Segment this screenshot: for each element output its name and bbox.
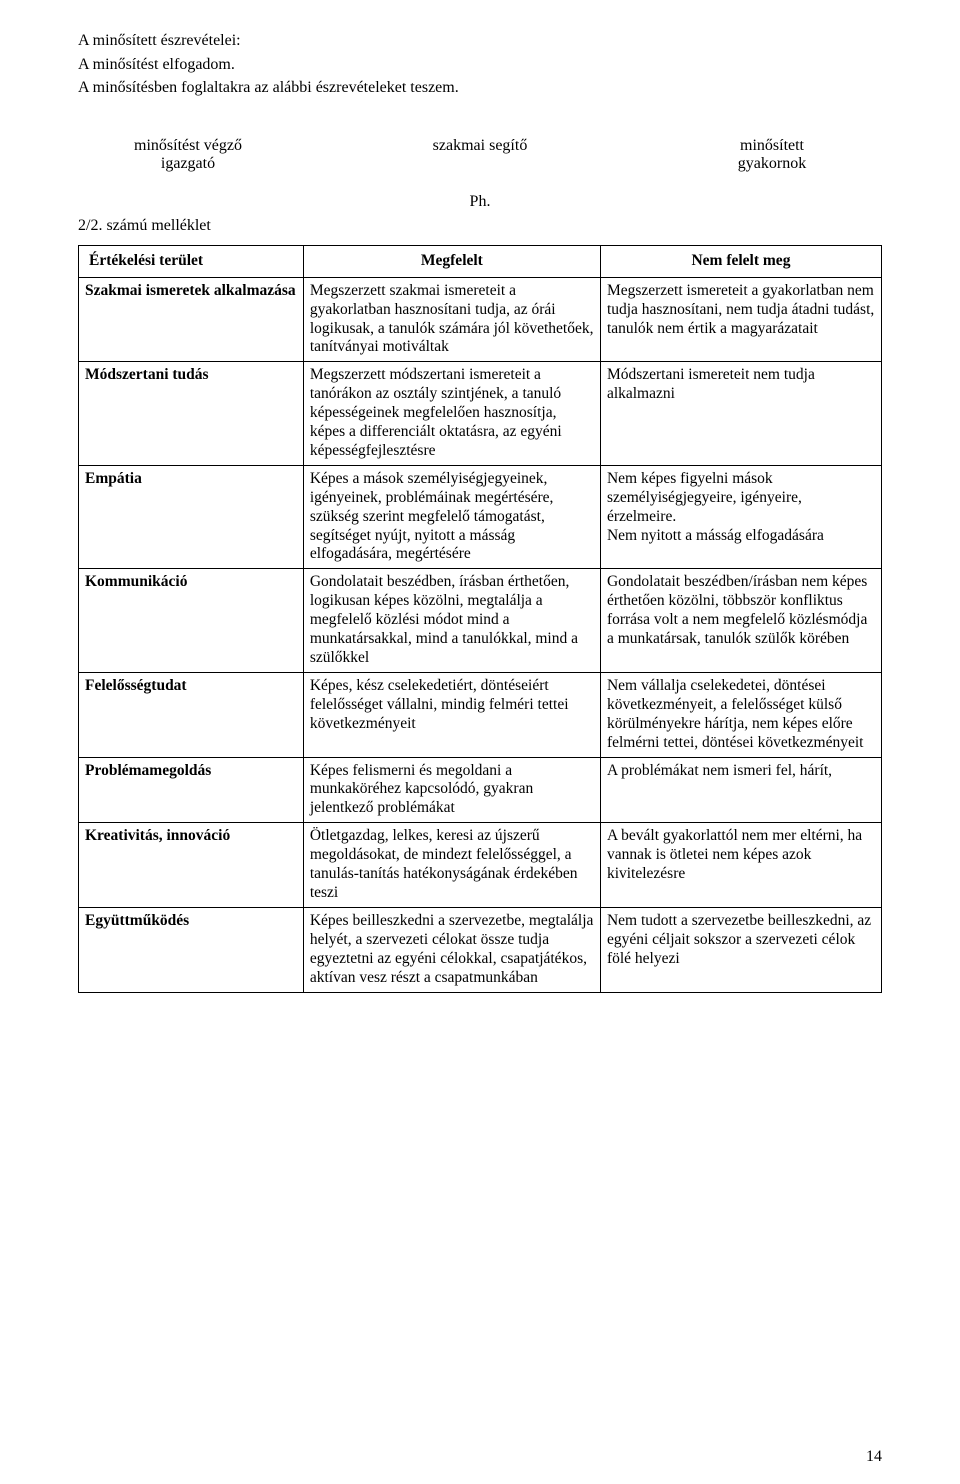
- signer-right-line2: gyakornok: [692, 155, 852, 173]
- page-number: 14: [866, 1448, 882, 1466]
- table-row: FelelősségtudatKépes, kész cselekedetiér…: [79, 672, 882, 757]
- evaluation-table: Értékelési terület Megfelelt Nem felelt …: [78, 245, 882, 993]
- cell-not-met: Módszertani ismereteit nem tudja alkalma…: [600, 362, 881, 466]
- cell-area: Problémamegoldás: [79, 757, 304, 823]
- intro-line-3: A minősítésben foglaltakra az alábbi ész…: [78, 77, 882, 99]
- cell-not-met: Nem tudott a szervezetbe beilleszkedni, …: [600, 907, 881, 992]
- cell-met: Gondolatait beszédben, írásban érthetően…: [303, 569, 600, 673]
- signer-mid: szakmai segítő: [400, 137, 560, 173]
- header-not-met: Nem felelt meg: [600, 245, 881, 277]
- table-row: EgyüttműködésKépes beilleszkedni a szerv…: [79, 907, 882, 992]
- signer-left-line2: igazgató: [108, 155, 268, 173]
- signer-right-line1: minősített: [692, 137, 852, 155]
- table-row: EmpátiaKépes a mások személyiségjegyeine…: [79, 465, 882, 569]
- intro-block: A minősített észrevételei: A minősítést …: [78, 30, 882, 99]
- signature-row: minősítést végző igazgató szakmai segítő…: [78, 137, 882, 173]
- cell-area: Együttműködés: [79, 907, 304, 992]
- cell-area: Empátia: [79, 465, 304, 569]
- cell-not-met: Megszerzett ismereteit a gyakorlatban ne…: [600, 277, 881, 362]
- table-header-row: Értékelési terület Megfelelt Nem felelt …: [79, 245, 882, 277]
- cell-met: Képes, kész cselekedetiért, döntéseiért …: [303, 672, 600, 757]
- header-met: Megfelelt: [303, 245, 600, 277]
- table-row: ProblémamegoldásKépes felismerni és mego…: [79, 757, 882, 823]
- cell-area: Módszertani tudás: [79, 362, 304, 466]
- cell-area: Kommunikáció: [79, 569, 304, 673]
- cell-not-met: Nem vállalja cselekedetei, döntései köve…: [600, 672, 881, 757]
- signer-left: minősítést végző igazgató: [108, 137, 268, 173]
- cell-met: Ötletgazdag, lelkes, keresi az újszerű m…: [303, 823, 600, 908]
- cell-met: Megszerzett szakmai ismereteit a gyakorl…: [303, 277, 600, 362]
- cell-not-met: Gondolatait beszédben/írásban nem képes …: [600, 569, 881, 673]
- ph-label: Ph.: [78, 193, 882, 211]
- appendix-label: 2/2. számú melléklet: [78, 217, 882, 235]
- table-row: Módszertani tudásMegszerzett módszertani…: [79, 362, 882, 466]
- header-area: Értékelési terület: [79, 245, 304, 277]
- cell-met: Képes felismerni és megoldani a munkakör…: [303, 757, 600, 823]
- cell-not-met: A problémákat nem ismeri fel, hárít,: [600, 757, 881, 823]
- table-row: Kreativitás, innovációÖtletgazdag, lelke…: [79, 823, 882, 908]
- cell-area: Szakmai ismeretek alkalmazása: [79, 277, 304, 362]
- cell-met: Megszerzett módszertani ismereteit a tan…: [303, 362, 600, 466]
- cell-area: Kreativitás, innováció: [79, 823, 304, 908]
- signer-left-line1: minősítést végző: [108, 137, 268, 155]
- intro-line-1: A minősített észrevételei:: [78, 30, 882, 52]
- cell-area: Felelősségtudat: [79, 672, 304, 757]
- cell-met: Képes a mások személyiségjegyeinek, igén…: [303, 465, 600, 569]
- cell-not-met: A bevált gyakorlattól nem mer eltérni, h…: [600, 823, 881, 908]
- table-row: Szakmai ismeretek alkalmazásaMegszerzett…: [79, 277, 882, 362]
- intro-line-2: A minősítést elfogadom.: [78, 54, 882, 76]
- table-row: KommunikációGondolatait beszédben, írásb…: [79, 569, 882, 673]
- cell-met: Képes beilleszkedni a szervezetbe, megta…: [303, 907, 600, 992]
- cell-not-met: Nem képes figyelni mások személyiségjegy…: [600, 465, 881, 569]
- signer-mid-line2: szakmai segítő: [400, 137, 560, 155]
- signer-right: minősített gyakornok: [692, 137, 852, 173]
